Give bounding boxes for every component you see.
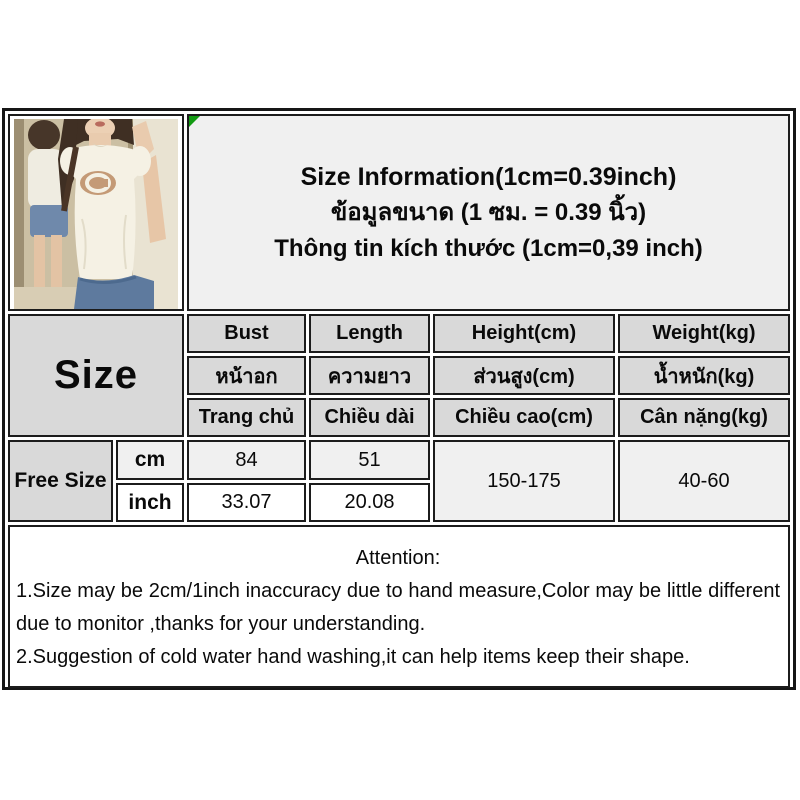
col-weight-vi: Cân nặng(kg) — [618, 398, 791, 437]
title-th: ข้อมูลขนาด (1 ซม. = 0.39 นิ้ว) — [330, 198, 647, 226]
height-range-value: 150-175 — [433, 440, 615, 522]
row-label-free-size: Free Size — [8, 440, 113, 522]
bust-inch-value: 33.07 — [187, 483, 306, 522]
col-height-en: Height(cm) — [433, 314, 615, 353]
col-height-th: ส่วนสูง(cm) — [433, 356, 615, 395]
size-header: Size — [8, 314, 184, 437]
col-length-en: Length — [309, 314, 430, 353]
main-figure — [58, 119, 166, 309]
col-bust-en: Bust — [187, 314, 306, 353]
unit-cm: cm — [116, 440, 184, 480]
attention-item-2: 2.Suggestion of cold water hand washing,… — [16, 645, 690, 668]
col-bust-vi: Trang chủ — [187, 398, 306, 437]
green-corner-marker — [189, 116, 200, 127]
weight-range-value: 40-60 — [618, 440, 791, 522]
col-weight-en: Weight(kg) — [618, 314, 791, 353]
bust-cm-value: 84 — [187, 440, 306, 480]
size-table: Size Information(1cm=0.39inch) ข้อมูลขนา… — [5, 111, 793, 691]
col-length-vi: Chiều dài — [309, 398, 430, 437]
size-chart: Size Information(1cm=0.39inch) ข้อมูลขนา… — [2, 108, 796, 690]
attention-item-1: 1.Size may be 2cm/1inch inaccuracy due t… — [16, 579, 781, 635]
col-bust-th: หน้าอก — [187, 356, 306, 395]
product-photo — [14, 119, 178, 309]
col-height-vi: Chiều cao(cm) — [433, 398, 615, 437]
col-weight-th: น้ำหนัก(kg) — [618, 356, 791, 395]
mirror-figure — [28, 120, 68, 287]
product-photo-cell — [8, 114, 184, 311]
unit-inch: inch — [116, 483, 184, 522]
title-vi: Thông tin kích thước (1cm=0,39 inch) — [274, 234, 703, 262]
attention-heading: Attention: — [355, 546, 441, 569]
length-cm-value: 51 — [309, 440, 430, 480]
size-info-title-cell: Size Information(1cm=0.39inch) ข้อมูลขนา… — [187, 114, 791, 311]
title-en: Size Information(1cm=0.39inch) — [300, 162, 677, 191]
col-length-th: ความยาว — [309, 356, 430, 395]
length-inch-value: 20.08 — [309, 483, 430, 522]
attention-note: Attention: 1.Size may be 2cm/1inch inacc… — [10, 540, 788, 674]
attention-cell: Attention: 1.Size may be 2cm/1inch inacc… — [8, 525, 791, 688]
